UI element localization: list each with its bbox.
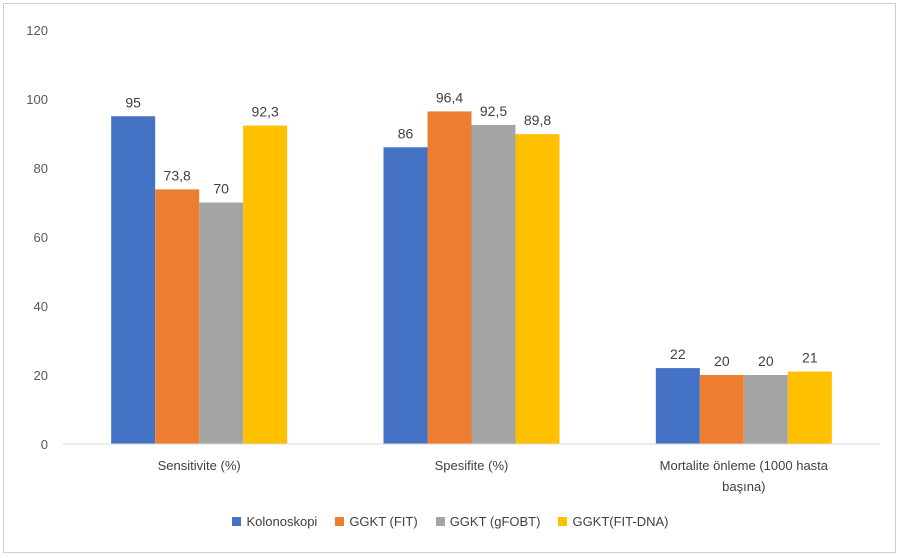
bar-chart: 0 20 40 60 80 100 120 95 73,8 70 92,3 86 96,4 92,5 89…: [26, 23, 880, 494]
bar: [655, 368, 700, 444]
legend-swatch: [435, 517, 445, 526]
legend-swatch: [232, 517, 242, 526]
legend-item: GGKT (FIT): [335, 514, 418, 529]
category-label: Spesifite (%): [435, 458, 509, 473]
data-label: 20: [714, 353, 730, 369]
y-tick-label: 80: [34, 161, 48, 176]
data-label: 73,8: [164, 167, 191, 183]
bar: [427, 111, 472, 445]
data-label: 20: [758, 353, 774, 369]
y-tick-label: 20: [34, 368, 48, 383]
legend-item: Kolonoskopi: [232, 514, 317, 529]
legend-swatch: [558, 517, 568, 526]
legend-label: Kolonoskopi: [246, 514, 318, 529]
data-label: 22: [670, 346, 686, 362]
bar: [471, 124, 516, 444]
legend-label: GGKT(FIT-DNA): [572, 514, 669, 529]
bars: [111, 111, 832, 445]
y-tick-label: 120: [26, 23, 48, 38]
data-labels: 95 73,8 70 92,3 86 96,4 92,5 89,8 22 20 20 21: [125, 89, 817, 369]
data-label: 89,8: [524, 112, 551, 128]
category-label: başına): [722, 479, 765, 494]
bar: [787, 371, 832, 444]
legend: Kolonoskopi GGKT (FIT) GGKT (gFOBT) GGKT(FI…: [0, 514, 901, 529]
data-label: 92,3: [252, 104, 279, 120]
bar: [743, 375, 788, 444]
y-axis-ticks: 0 20 40 60 80 100 120: [26, 23, 48, 452]
data-label: 86: [398, 125, 414, 141]
data-label: 96,4: [436, 89, 463, 105]
bar: [383, 147, 428, 445]
category-label: Mortalite önleme (1000 hasta: [660, 458, 829, 473]
legend-item: GGKT (gFOBT): [435, 514, 541, 529]
bar: [243, 125, 288, 444]
data-label: 21: [802, 350, 818, 366]
data-label: 95: [125, 94, 141, 110]
y-tick-label: 40: [34, 299, 48, 314]
bar: [111, 116, 156, 444]
category-label: Sensitivite (%): [158, 458, 241, 473]
data-label: 92,5: [480, 103, 507, 119]
data-label: 70: [213, 181, 229, 197]
y-tick-label: 100: [26, 92, 48, 107]
bar: [199, 202, 244, 444]
bar: [515, 134, 560, 444]
bar: [699, 375, 744, 444]
legend-item: GGKT(FIT-DNA): [558, 514, 669, 529]
legend-label: GGKT (FIT): [349, 514, 418, 529]
y-tick-label: 60: [34, 230, 48, 245]
legend-label: GGKT (gFOBT): [449, 514, 541, 529]
y-tick-label: 0: [41, 437, 48, 452]
legend-swatch: [335, 517, 345, 526]
category-labels: Sensitivite (%) Spesifite (%) Mortalite ön…: [158, 458, 829, 494]
bar: [155, 189, 200, 444]
